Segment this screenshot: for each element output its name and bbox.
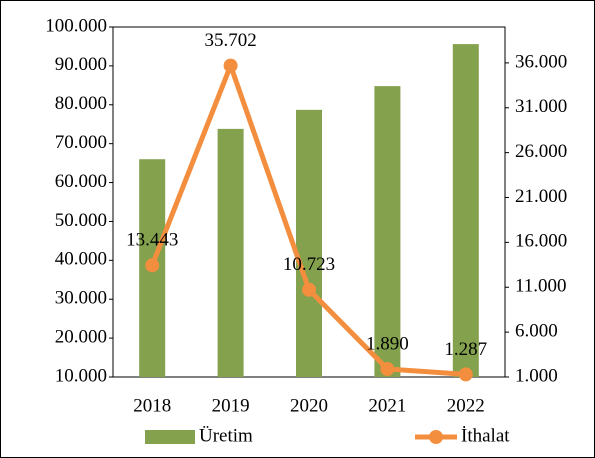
y2-tick-label: 36.000 bbox=[515, 51, 567, 72]
y2-tick-label: 6.000 bbox=[515, 320, 558, 341]
data-label: 35.702 bbox=[204, 30, 256, 51]
data-label: 13.443 bbox=[126, 230, 178, 251]
x-tick-label: 2021 bbox=[368, 395, 406, 416]
line-marker bbox=[145, 258, 160, 273]
line-marker bbox=[458, 367, 473, 382]
bar bbox=[452, 44, 479, 377]
line-marker bbox=[223, 58, 238, 73]
bar bbox=[217, 128, 244, 377]
y2-tick-label: 1.000 bbox=[515, 365, 558, 386]
y-tick-label: 10.000 bbox=[55, 365, 107, 386]
legend-label: İthalat bbox=[461, 425, 510, 446]
x-tick-label: 2018 bbox=[133, 395, 171, 416]
y-tick-label: 20.000 bbox=[55, 326, 107, 347]
line-marker bbox=[302, 282, 316, 297]
x-tick-label: 2020 bbox=[290, 395, 328, 416]
data-label: 1.287 bbox=[444, 339, 487, 360]
y2-tick-label: 11.000 bbox=[515, 276, 567, 297]
y-tick-label: 50.000 bbox=[55, 210, 107, 231]
line-marker bbox=[380, 362, 395, 377]
legend-swatch bbox=[145, 430, 195, 444]
y-tick-label: 30.000 bbox=[55, 288, 107, 309]
legend-marker bbox=[429, 430, 443, 444]
legend-label: Üretim bbox=[199, 425, 253, 446]
bar bbox=[374, 86, 401, 377]
bar bbox=[296, 109, 322, 377]
x-tick-label: 2019 bbox=[212, 395, 250, 416]
y2-tick-label: 26.000 bbox=[515, 141, 567, 162]
y-tick-label: 60.000 bbox=[55, 171, 107, 192]
y-tick-label: 70.000 bbox=[55, 132, 107, 153]
data-label: 10.723 bbox=[283, 254, 335, 275]
y2-tick-label: 31.000 bbox=[515, 96, 567, 117]
data-label: 1.890 bbox=[366, 333, 409, 354]
y-tick-label: 100.000 bbox=[45, 15, 107, 36]
y-tick-label: 40.000 bbox=[55, 249, 107, 270]
y2-tick-label: 16.000 bbox=[515, 231, 567, 252]
y-tick-label: 90.000 bbox=[55, 54, 107, 75]
y-tick-label: 80.000 bbox=[55, 93, 107, 114]
x-tick-label: 2022 bbox=[447, 395, 485, 416]
y2-tick-label: 21.000 bbox=[515, 186, 567, 207]
